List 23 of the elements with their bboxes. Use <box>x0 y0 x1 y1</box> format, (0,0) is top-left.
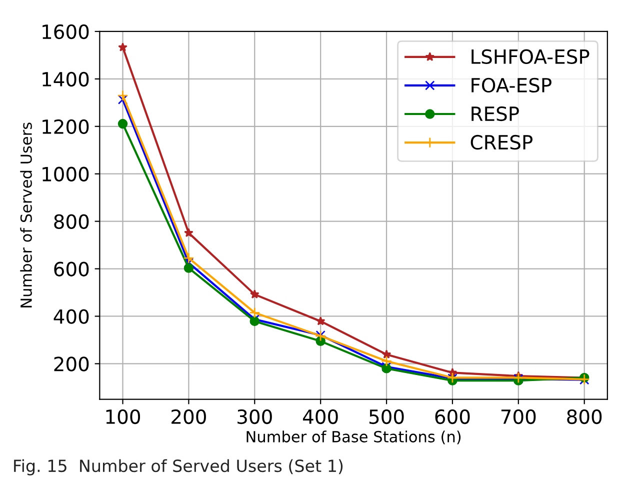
y-tick-label: 1400 <box>42 72 89 87</box>
y-tick-label: 1600 <box>42 24 89 40</box>
legend-label: FOA-ESP <box>472 78 552 93</box>
x-tick-label: 400 <box>302 409 338 424</box>
y-tick-label: 200 <box>54 356 89 372</box>
y-tick-label: 1000 <box>42 166 89 182</box>
y-tick-label: 800 <box>54 214 89 229</box>
x-tick-label: 800 <box>567 409 602 424</box>
y-tick-label: 1200 <box>42 119 89 134</box>
legend-label: CRESP <box>470 134 533 150</box>
y-tick-label: 400 <box>54 309 89 324</box>
legend-label: RESP <box>472 106 519 122</box>
x-tick-label: 200 <box>172 409 206 424</box>
legend-label: LSHFOA-ESP <box>472 49 590 64</box>
x-tick-label: 700 <box>501 409 536 424</box>
x-tick-label: 100 <box>106 409 140 424</box>
x-tick-label: 500 <box>369 409 404 424</box>
x-tick-label: 600 <box>435 409 470 424</box>
y-tick-label: 600 <box>54 262 89 276</box>
caption: Fig. 15 Number of Served Users (Set 1) <box>14 459 343 476</box>
x-axis-title: Number of Base Stations (n) <box>246 430 461 444</box>
y-axis-title: Number of Served Users <box>20 122 32 308</box>
x-tick-label: 300 <box>238 409 272 424</box>
